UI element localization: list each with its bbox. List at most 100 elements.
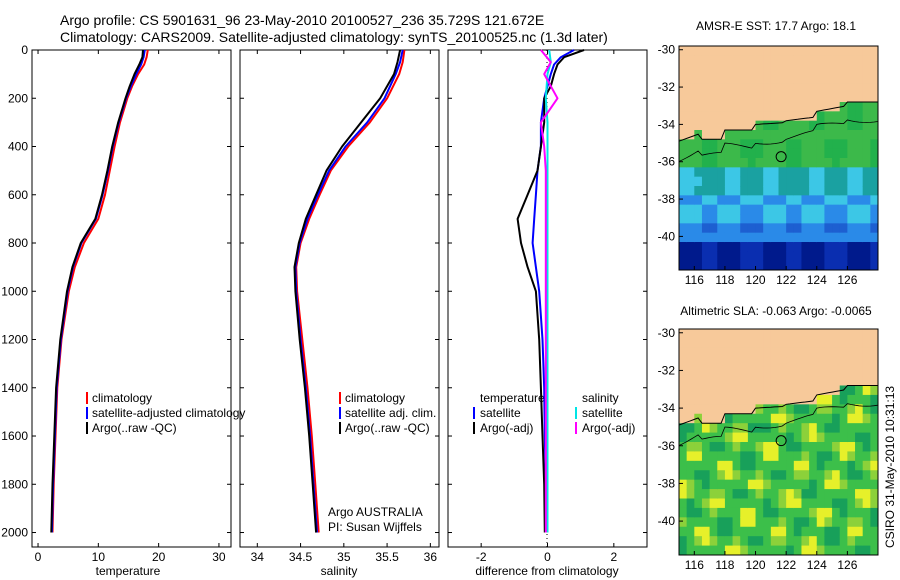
sla_map-cell [747,526,757,537]
sla_map-cell [816,451,825,462]
sst_map-cell [701,111,711,122]
sst_map-cell [832,74,841,84]
sst_map-cell [763,120,772,131]
sla_map-cell [717,489,726,499]
sla_map-cell [747,517,757,528]
sst_map-cell [694,139,703,150]
sla_map-cell [786,479,795,490]
sst_map-cell [839,158,848,168]
sla_map-cell [709,347,718,358]
legend-label-climatology: climatology [345,391,405,405]
sla_map-cell [793,489,802,499]
sla_map-cell [740,347,749,358]
legend-label-temp-argo: Argo(-adj) [480,421,533,435]
sst_map-cell [694,158,703,168]
sst_map-cell [747,130,757,140]
sst_map-cell [770,130,779,140]
sst_map-cell [732,102,741,112]
sla_map-cell [824,404,833,415]
sla_map-cell [839,545,848,555]
sla_map-cell [786,460,795,471]
sst_map-cell [839,55,848,66]
sst_map-cell [709,130,718,140]
sst_map-cell [694,251,703,262]
sla_map-cell [816,357,825,368]
sla_map-cell [793,470,802,481]
sla_map-cell [755,536,764,547]
sst_map-cell [847,148,856,159]
sla_map-cell [701,366,711,377]
sst_map-cell [839,167,848,178]
sla_map-cell [747,489,757,499]
sla_map-cell [786,423,795,434]
sla_map-cell [732,489,741,499]
sst_map-cell [732,232,741,243]
sla_map-cell [770,536,779,547]
sla_map-cell [724,517,734,528]
sla_map-cell [793,507,802,518]
sla_map-cell [824,432,833,443]
sst_map-cell [793,64,802,75]
sst_map-cell [732,83,741,94]
sst_map-cell [870,64,878,75]
sst_map-x-tick-label: 118 [715,273,734,287]
sla_map-cell [832,489,841,499]
depth-tick-label: 1600 [1,429,28,443]
sst_map-cell [824,204,833,215]
sla_map-cell [809,347,818,358]
sla_map-cell [847,432,856,443]
sla_map-cell [763,479,772,490]
sla_map-cell [801,517,810,528]
sst_map-cell [724,148,734,159]
sst_map-cell [717,139,726,150]
sst_map-cell [793,102,802,112]
sst_map-cell [763,74,772,84]
sla_map-cell [809,517,818,528]
sla_map-cell [786,432,795,443]
sla_map-cell [732,507,741,518]
sla_map-cell [816,432,825,443]
sst_map-cell [778,64,787,75]
sst_map-cell [855,176,864,187]
sla_map-cell [855,394,864,405]
salinity-x-tick-label: 36 [424,550,438,564]
sla_map-cell [724,545,734,555]
sla_map-cell [839,413,848,424]
sst_map-cell [755,232,764,243]
sla_map-cell [786,394,795,405]
salinity-series-line [295,49,406,533]
sla_map-cell [824,470,833,481]
sst_map-cell [778,111,787,122]
sla_map-cell [679,357,688,368]
sla_map-cell [717,517,726,528]
sla_map-cell [724,357,734,368]
sst_map-cell [855,158,864,168]
sla_map-cell [686,507,695,518]
sst_map-cell [862,223,871,234]
sst_map-cell [862,204,871,215]
sla_map-cell [732,451,741,462]
sst_map-cell [732,242,741,252]
sst_map-cell [870,186,878,196]
sst_map-cell [717,64,726,75]
sst_map-cell [839,251,848,262]
sla_map-cell [809,423,818,434]
sla_map-cell [763,357,772,368]
sst_map-cell [847,167,856,178]
sla_map-cell [701,394,711,405]
sst_map-cell [847,55,856,66]
sla_map-y-tick-label: -40 [658,514,676,528]
sst_map-cell [717,176,726,187]
sla_map-cell [816,507,825,518]
sst_map-cell [709,102,718,112]
sla_map-cell [839,347,848,358]
sst_map-cell [816,102,825,112]
sla_map-cell [717,498,726,509]
sla_map-cell [709,432,718,443]
sla_map-x-tick-label: 122 [776,558,796,572]
sst_map-cell [862,102,871,112]
sla_map-cell [717,423,726,434]
sst_map-cell [793,139,802,150]
sst_map-cell [740,55,749,66]
sla_map-cell [679,338,688,349]
